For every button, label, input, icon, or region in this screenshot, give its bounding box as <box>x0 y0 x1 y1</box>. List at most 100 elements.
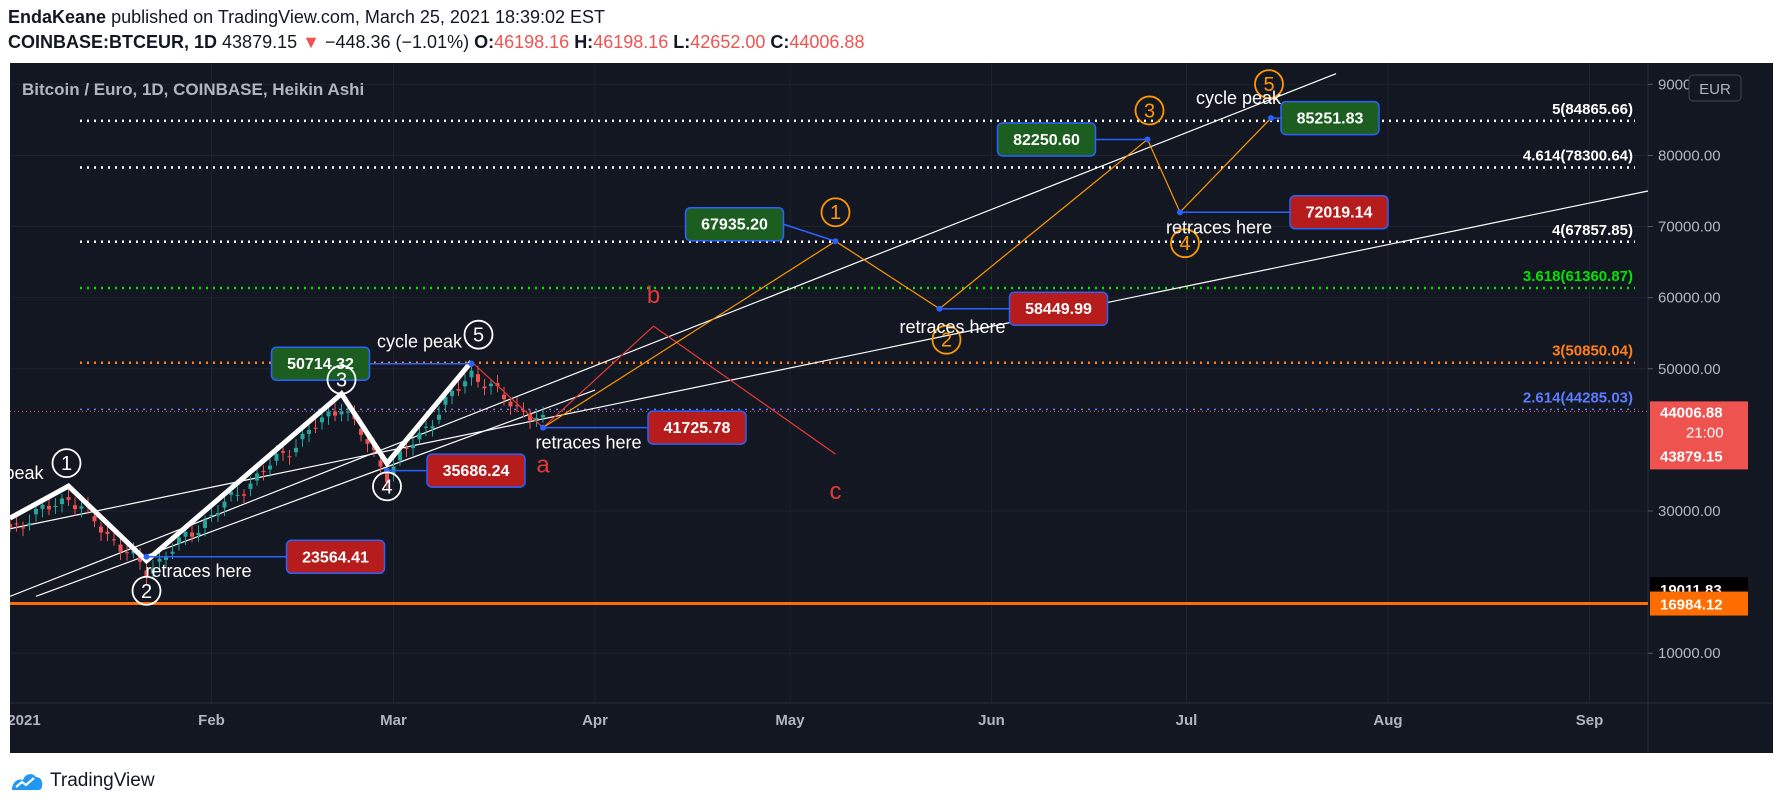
candle-body <box>300 433 305 440</box>
candle-body <box>287 456 292 458</box>
price-chart[interactable]: 5(84865.66) 4.614(78300.64) 4(67857.85) 3.6… <box>0 63 1773 753</box>
price-badge: 16984.12 <box>1660 597 1723 614</box>
author-name[interactable]: EndaKeane <box>8 7 107 27</box>
candle-body <box>8 524 12 528</box>
callout-box[interactable] <box>684 206 785 242</box>
callout-label[interactable]: 23564.41 <box>302 549 369 566</box>
callout-box[interactable] <box>1280 100 1380 136</box>
fib-level-label: 3(50850.04) <box>1552 343 1633 360</box>
callout-label[interactable]: 72019.14 <box>1306 205 1373 222</box>
callout-box[interactable] <box>270 346 371 381</box>
candle-body <box>534 417 539 420</box>
candle-body <box>248 483 253 489</box>
x-tick-label: Jun <box>978 712 1005 729</box>
candle-body <box>495 383 500 387</box>
footer: TradingView <box>10 768 155 794</box>
candle-body <box>183 531 188 537</box>
callout-box[interactable] <box>1289 194 1389 230</box>
candle-body <box>203 520 207 529</box>
correction-wave-line <box>471 325 836 455</box>
candle-body <box>476 374 480 382</box>
symbol-label: COINBASE:BTCEUR, 1D <box>8 32 218 52</box>
y-tick-label: 70000.00 <box>1658 219 1721 236</box>
candle-body <box>27 523 32 526</box>
projection-wave-label-circle <box>820 197 851 228</box>
currency-badge[interactable]: EUR <box>1699 81 1731 98</box>
candle-body <box>541 415 545 418</box>
candle-body <box>274 453 279 461</box>
candle-body <box>222 501 227 508</box>
callout-anchor <box>1177 209 1183 216</box>
publish-line: EndaKeane published on TradingView.com, … <box>8 7 605 28</box>
candle-body <box>489 383 493 387</box>
y-axis[interactable]: 90000.0080000.0070000.0060000.0050000.00… <box>1648 76 1748 662</box>
projection-wave-label-circle <box>1134 95 1165 126</box>
tradingview-logo-icon <box>12 774 43 790</box>
candle-body <box>281 451 285 453</box>
fib-level-label: 5(84865.66) <box>1552 101 1633 118</box>
callout-label[interactable]: 35686.24 <box>443 463 510 480</box>
annotation-text: retraces here <box>535 432 641 452</box>
callout-label[interactable]: 82250.60 <box>1013 132 1080 149</box>
callout-box[interactable] <box>647 410 747 445</box>
candle-body <box>92 516 97 522</box>
candle-body <box>378 460 383 467</box>
fib-level-label: 4(67857.85) <box>1552 222 1633 239</box>
callout-label[interactable]: 67935.20 <box>701 217 768 234</box>
currency-badge-box[interactable] <box>1688 74 1742 102</box>
callout-label[interactable]: 85251.83 <box>1297 111 1364 128</box>
callout-anchor <box>1268 115 1274 122</box>
ohlc-line: COINBASE:BTCEUR, 1D 43879.15 ▼ −448.36 (… <box>8 32 864 53</box>
candle-body <box>346 411 350 413</box>
chart-panel[interactable]: 5(84865.66) 4.614(78300.64) 4(67857.85) 3.6… <box>0 63 1773 753</box>
projection-wave-label: 3 <box>1144 100 1155 122</box>
callout-box[interactable] <box>285 539 386 575</box>
candle-body <box>14 523 19 525</box>
candle-body <box>385 472 389 483</box>
callout-box[interactable] <box>426 453 526 488</box>
candle-body <box>424 426 428 428</box>
past-wave-label: 2 <box>141 581 152 603</box>
high-value: 46198.16 <box>593 32 669 52</box>
price-badge-box <box>1650 591 1748 616</box>
price-badge: 44006.88 <box>1660 404 1723 421</box>
projection-wave-label: 2 <box>941 330 952 352</box>
callout-anchor <box>540 424 546 431</box>
candle-body <box>229 491 233 495</box>
projection-wave-label-circle <box>1254 69 1284 99</box>
wave-lines <box>8 117 1272 565</box>
annotation-text: retraces here <box>1166 218 1272 238</box>
callout-label[interactable]: 50714.32 <box>287 356 354 373</box>
candle-body <box>131 550 136 554</box>
correction-wave-label: b <box>647 282 660 309</box>
correction-wave-label: a <box>536 452 550 479</box>
callout-label[interactable]: 58449.99 <box>1025 301 1092 318</box>
projection-wave-label: 5 <box>1263 74 1274 96</box>
open-value: 46198.16 <box>494 32 570 52</box>
x-tick-label: Feb <box>198 712 225 729</box>
x-tick-label: Mar <box>380 712 407 729</box>
callout-box[interactable] <box>1008 291 1109 326</box>
y-tick-label: 60000.00 <box>1658 290 1721 307</box>
footer-brand[interactable]: TradingView <box>50 770 155 791</box>
candle-body <box>469 370 474 378</box>
candle-body <box>456 389 461 391</box>
x-tick-label: 2021 <box>10 712 41 729</box>
annotations: 1 2 3 4 5 1 2 3 4 5 a b c cycle peak cycle peak e peak r… <box>0 69 1284 606</box>
callout-box[interactable] <box>996 122 1097 157</box>
annotation-text: retraces here <box>145 561 251 581</box>
candle-body <box>333 411 337 416</box>
candle-body <box>164 557 168 560</box>
past-wave-label-circle <box>372 471 402 502</box>
projection-wave-label-circle <box>931 324 962 355</box>
candle-body <box>463 381 467 387</box>
x-axis[interactable]: 2021 Feb Mar Apr May Jun Jul Aug Sep <box>7 712 1603 729</box>
callout-label[interactable]: 41725.78 <box>664 420 731 437</box>
past-wave-label: 4 <box>381 476 392 498</box>
candle-body <box>417 432 422 440</box>
past-wave-label-circle <box>51 448 82 479</box>
candle-body <box>170 551 175 554</box>
candle-body <box>307 430 311 435</box>
close-label: C: <box>770 32 790 52</box>
channel-lines <box>9 73 1649 597</box>
